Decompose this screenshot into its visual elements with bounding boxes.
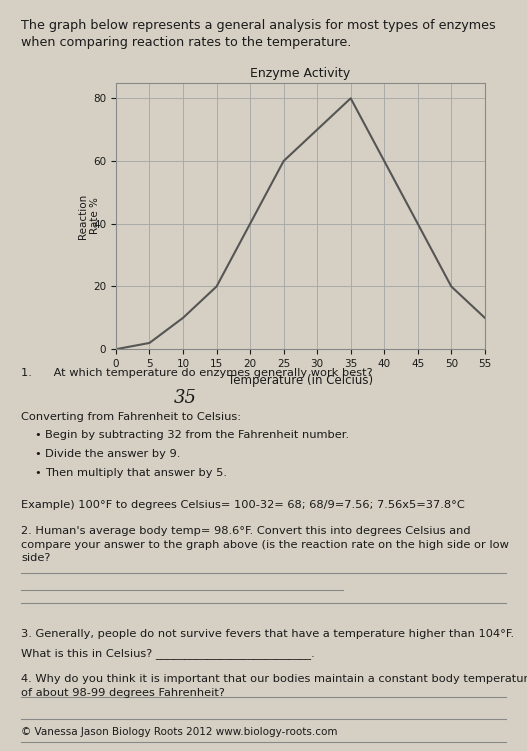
Text: Converting from Fahrenheit to Celsius:: Converting from Fahrenheit to Celsius: — [21, 412, 241, 421]
X-axis label: Temperature (in Celcius): Temperature (in Celcius) — [228, 375, 373, 388]
Text: •: • — [34, 468, 41, 478]
Text: The graph below represents a general analysis for most types of enzymes
when com: The graph below represents a general ana… — [21, 19, 496, 49]
Title: Enzyme Activity: Enzyme Activity — [250, 67, 350, 80]
Text: •: • — [34, 430, 41, 440]
Text: © Vanessa Jason Biology Roots 2012 www.biology-roots.com: © Vanessa Jason Biology Roots 2012 www.b… — [21, 728, 338, 737]
Text: •: • — [34, 449, 41, 459]
Y-axis label: Reaction
Rate %: Reaction Rate % — [78, 193, 100, 239]
Text: Divide the answer by 9.: Divide the answer by 9. — [45, 449, 180, 459]
Text: 4. Why do you think it is important that our bodies maintain a constant body tem: 4. Why do you think it is important that… — [21, 674, 527, 698]
Text: Example) 100°F to degrees Celsius= 100-32= 68; 68/9=7.56; 7.56x5=37.8°C: Example) 100°F to degrees Celsius= 100-3… — [21, 500, 465, 510]
Text: 3. Generally, people do not survive fevers that have a temperature higher than 1: 3. Generally, people do not survive feve… — [21, 629, 514, 639]
Text: What is this in Celsius? ___________________________.: What is this in Celsius? _______________… — [21, 648, 315, 659]
Text: 2. Human's average body temp= 98.6°F. Convert this into degrees Celsius and
comp: 2. Human's average body temp= 98.6°F. Co… — [21, 526, 509, 562]
Text: 35: 35 — [174, 389, 197, 407]
Text: 1.      At which temperature do enzymes generally work best?: 1. At which temperature do enzymes gener… — [21, 368, 373, 378]
Text: Begin by subtracting 32 from the Fahrenheit number.: Begin by subtracting 32 from the Fahrenh… — [45, 430, 349, 440]
Text: Then multiply that answer by 5.: Then multiply that answer by 5. — [45, 468, 227, 478]
